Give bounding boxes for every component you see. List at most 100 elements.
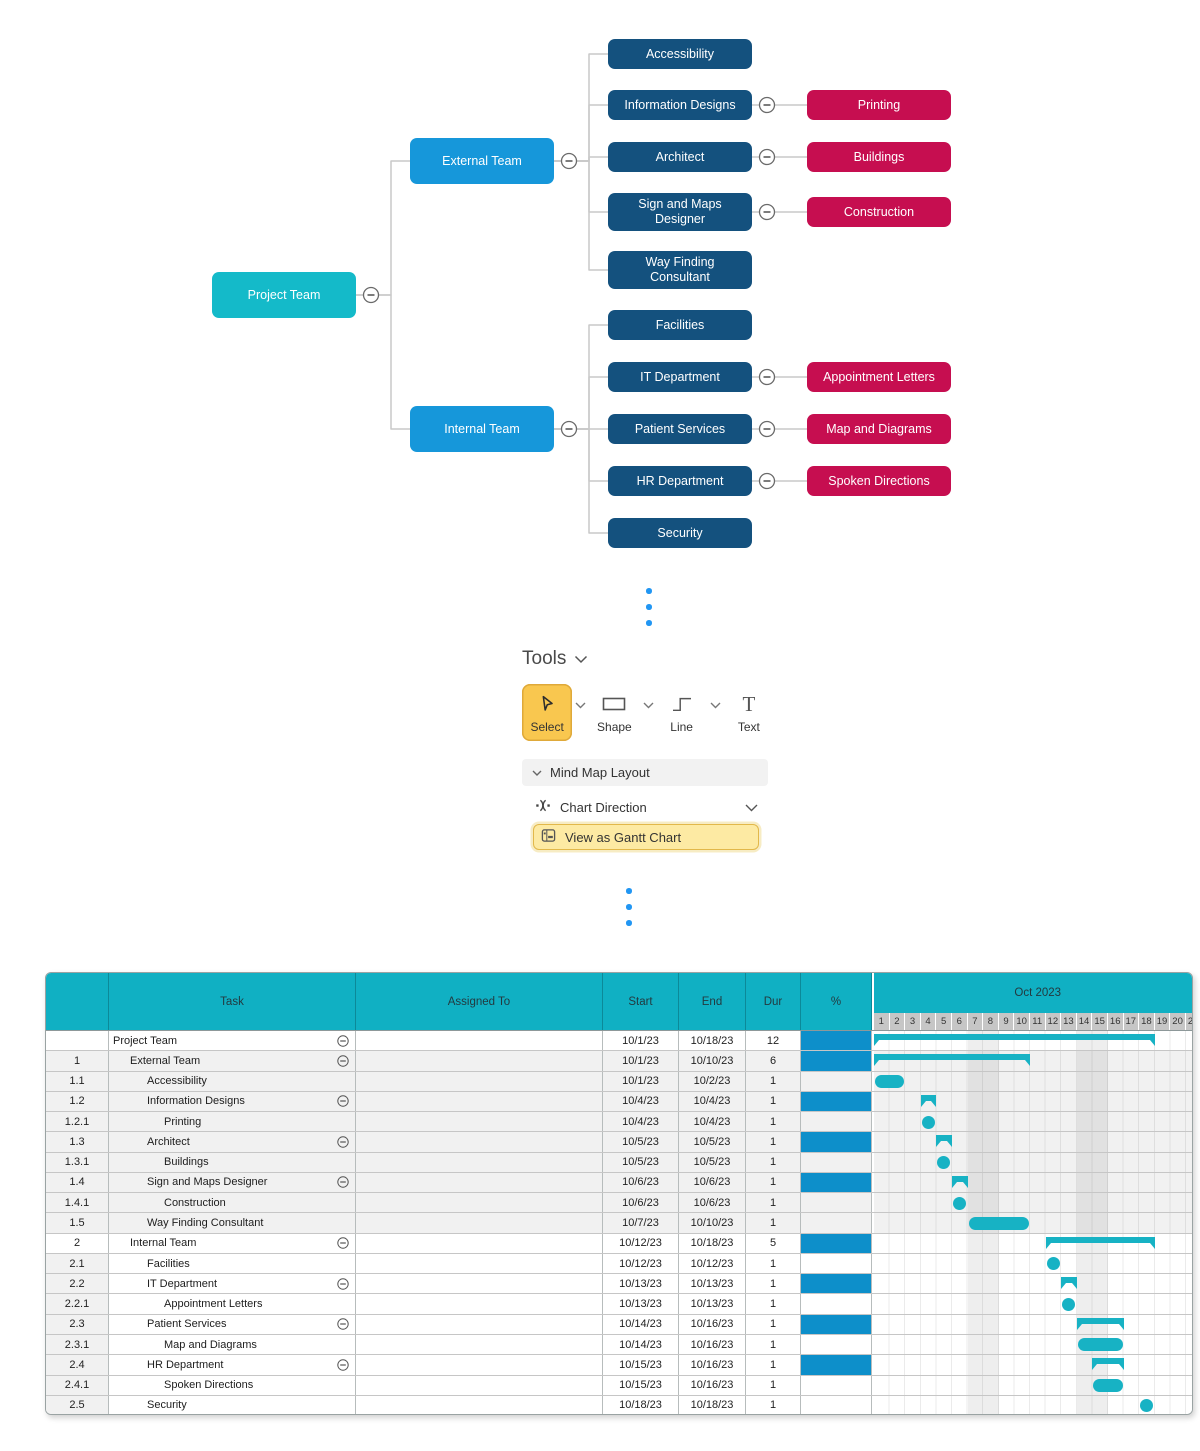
start-date-cell[interactable]: 10/1/23 xyxy=(603,1031,679,1051)
task-cell[interactable]: Project Team xyxy=(109,1031,356,1051)
chevron-down-icon[interactable] xyxy=(575,696,586,714)
gantt-bar-pill[interactable] xyxy=(1077,1338,1123,1352)
collapse-icon[interactable] xyxy=(337,1095,349,1108)
line-tool-button[interactable]: Line xyxy=(657,684,707,741)
timeline-cell[interactable] xyxy=(872,1051,1192,1071)
mindmap-node-root[interactable]: Project Team xyxy=(212,272,356,318)
collapse-icon[interactable] xyxy=(337,1237,349,1249)
mindmap-node-construction[interactable]: Construction xyxy=(807,197,951,227)
end-date-cell[interactable]: 10/6/23 xyxy=(679,1172,746,1193)
tools-header[interactable]: Tools xyxy=(522,648,774,670)
end-date-cell[interactable]: 10/5/23 xyxy=(679,1132,746,1152)
collapse-icon[interactable] xyxy=(337,1034,349,1047)
assigned-to-cell[interactable] xyxy=(356,1375,603,1395)
collapse-icon[interactable] xyxy=(758,368,776,386)
task-cell[interactable]: Architect xyxy=(109,1132,356,1152)
duration-cell[interactable]: 1 xyxy=(746,1253,801,1274)
duration-cell[interactable]: 1 xyxy=(746,1091,801,1112)
task-cell[interactable]: IT Department xyxy=(109,1274,356,1294)
mindmap-node-buildings[interactable]: Buildings xyxy=(807,142,951,172)
collapse-icon[interactable] xyxy=(362,286,380,304)
end-date-cell[interactable]: 10/4/23 xyxy=(679,1091,746,1112)
end-date-cell[interactable]: 10/13/23 xyxy=(679,1294,746,1314)
text-tool-button[interactable]: T Text xyxy=(724,684,774,741)
select-tool-button[interactable]: Select xyxy=(522,684,573,741)
assigned-to-cell[interactable] xyxy=(356,1213,603,1233)
end-date-cell[interactable]: 10/16/23 xyxy=(679,1314,746,1334)
mind-map-layout-section[interactable]: Mind Map Layout xyxy=(522,759,768,786)
timeline-cell[interactable] xyxy=(872,1031,1192,1051)
collapse-icon[interactable] xyxy=(758,148,776,166)
gantt-bar-dot[interactable] xyxy=(921,1115,935,1129)
timeline-cell[interactable] xyxy=(872,1233,1192,1253)
duration-cell[interactable]: 1 xyxy=(746,1334,801,1355)
duration-cell[interactable]: 1 xyxy=(746,1274,801,1294)
gantt-bar-summary[interactable] xyxy=(1092,1358,1124,1371)
collapse-icon[interactable] xyxy=(758,472,776,490)
percent-cell[interactable] xyxy=(801,1375,872,1395)
timeline-cell[interactable] xyxy=(872,1253,1192,1274)
duration-cell[interactable]: 1 xyxy=(746,1071,801,1091)
mindmap-node-spoken[interactable]: Spoken Directions xyxy=(807,466,951,496)
percent-cell[interactable] xyxy=(801,1091,872,1112)
collapse-icon[interactable] xyxy=(337,1055,349,1067)
start-date-cell[interactable]: 10/18/23 xyxy=(603,1395,679,1414)
mindmap-node-it[interactable]: IT Department xyxy=(608,362,752,392)
end-date-cell[interactable]: 10/12/23 xyxy=(679,1253,746,1274)
mindmap-node-sign[interactable]: Sign and Maps Designer xyxy=(608,193,752,231)
timeline-cell[interactable] xyxy=(872,1172,1192,1193)
percent-cell[interactable] xyxy=(801,1031,872,1051)
percent-cell[interactable] xyxy=(801,1233,872,1253)
collapse-icon[interactable] xyxy=(337,1136,349,1148)
end-date-cell[interactable]: 10/18/23 xyxy=(679,1031,746,1051)
duration-cell[interactable]: 1 xyxy=(746,1112,801,1132)
duration-cell[interactable]: 1 xyxy=(746,1314,801,1334)
task-cell[interactable]: HR Department xyxy=(109,1355,356,1375)
task-cell[interactable]: Accessibility xyxy=(109,1071,356,1091)
duration-cell[interactable]: 5 xyxy=(746,1233,801,1253)
end-date-cell[interactable]: 10/2/23 xyxy=(679,1071,746,1091)
end-date-cell[interactable]: 10/10/23 xyxy=(679,1051,746,1071)
duration-cell[interactable]: 12 xyxy=(746,1031,801,1051)
start-date-cell[interactable]: 10/6/23 xyxy=(603,1193,679,1213)
gantt-bar-dot[interactable] xyxy=(1062,1297,1076,1311)
mindmap-node-external[interactable]: External Team xyxy=(410,138,554,184)
duration-cell[interactable]: 1 xyxy=(746,1132,801,1152)
mindmap-node-fac[interactable]: Facilities xyxy=(608,310,752,340)
start-date-cell[interactable]: 10/7/23 xyxy=(603,1213,679,1233)
chart-direction-item[interactable]: Chart Direction xyxy=(535,795,758,819)
percent-cell[interactable] xyxy=(801,1395,872,1414)
start-date-cell[interactable]: 10/15/23 xyxy=(603,1375,679,1395)
task-cell[interactable]: External Team xyxy=(109,1051,356,1071)
percent-cell[interactable] xyxy=(801,1314,872,1334)
chevron-down-icon[interactable] xyxy=(710,696,721,714)
collapse-icon[interactable] xyxy=(560,152,578,170)
gantt-bar-summary[interactable] xyxy=(952,1175,968,1188)
duration-cell[interactable]: 1 xyxy=(746,1193,801,1213)
collapse-icon[interactable] xyxy=(758,96,776,114)
percent-cell[interactable] xyxy=(801,1213,872,1233)
collapse-icon[interactable] xyxy=(337,1278,349,1290)
duration-cell[interactable]: 1 xyxy=(746,1152,801,1172)
timeline-cell[interactable] xyxy=(872,1314,1192,1334)
timeline-cell[interactable] xyxy=(872,1334,1192,1355)
start-date-cell[interactable]: 10/6/23 xyxy=(603,1172,679,1193)
start-date-cell[interactable]: 10/12/23 xyxy=(603,1233,679,1253)
collapse-icon[interactable] xyxy=(337,1176,349,1189)
task-cell[interactable]: Buildings xyxy=(109,1152,356,1172)
duration-cell[interactable]: 1 xyxy=(746,1172,801,1193)
mindmap-node-pat[interactable]: Patient Services xyxy=(608,414,752,444)
assigned-to-cell[interactable] xyxy=(356,1395,603,1414)
assigned-to-cell[interactable] xyxy=(356,1172,603,1193)
duration-cell[interactable]: 1 xyxy=(746,1375,801,1395)
end-date-cell[interactable]: 10/13/23 xyxy=(679,1274,746,1294)
percent-cell[interactable] xyxy=(801,1051,872,1071)
mindmap-node-printing[interactable]: Printing xyxy=(807,90,951,120)
timeline-cell[interactable] xyxy=(872,1395,1192,1414)
end-date-cell[interactable]: 10/10/23 xyxy=(679,1213,746,1233)
percent-cell[interactable] xyxy=(801,1172,872,1193)
mindmap-node-info[interactable]: Information Designs xyxy=(608,90,752,120)
task-cell[interactable]: Internal Team xyxy=(109,1233,356,1253)
percent-cell[interactable] xyxy=(801,1334,872,1355)
assigned-to-cell[interactable] xyxy=(356,1355,603,1375)
